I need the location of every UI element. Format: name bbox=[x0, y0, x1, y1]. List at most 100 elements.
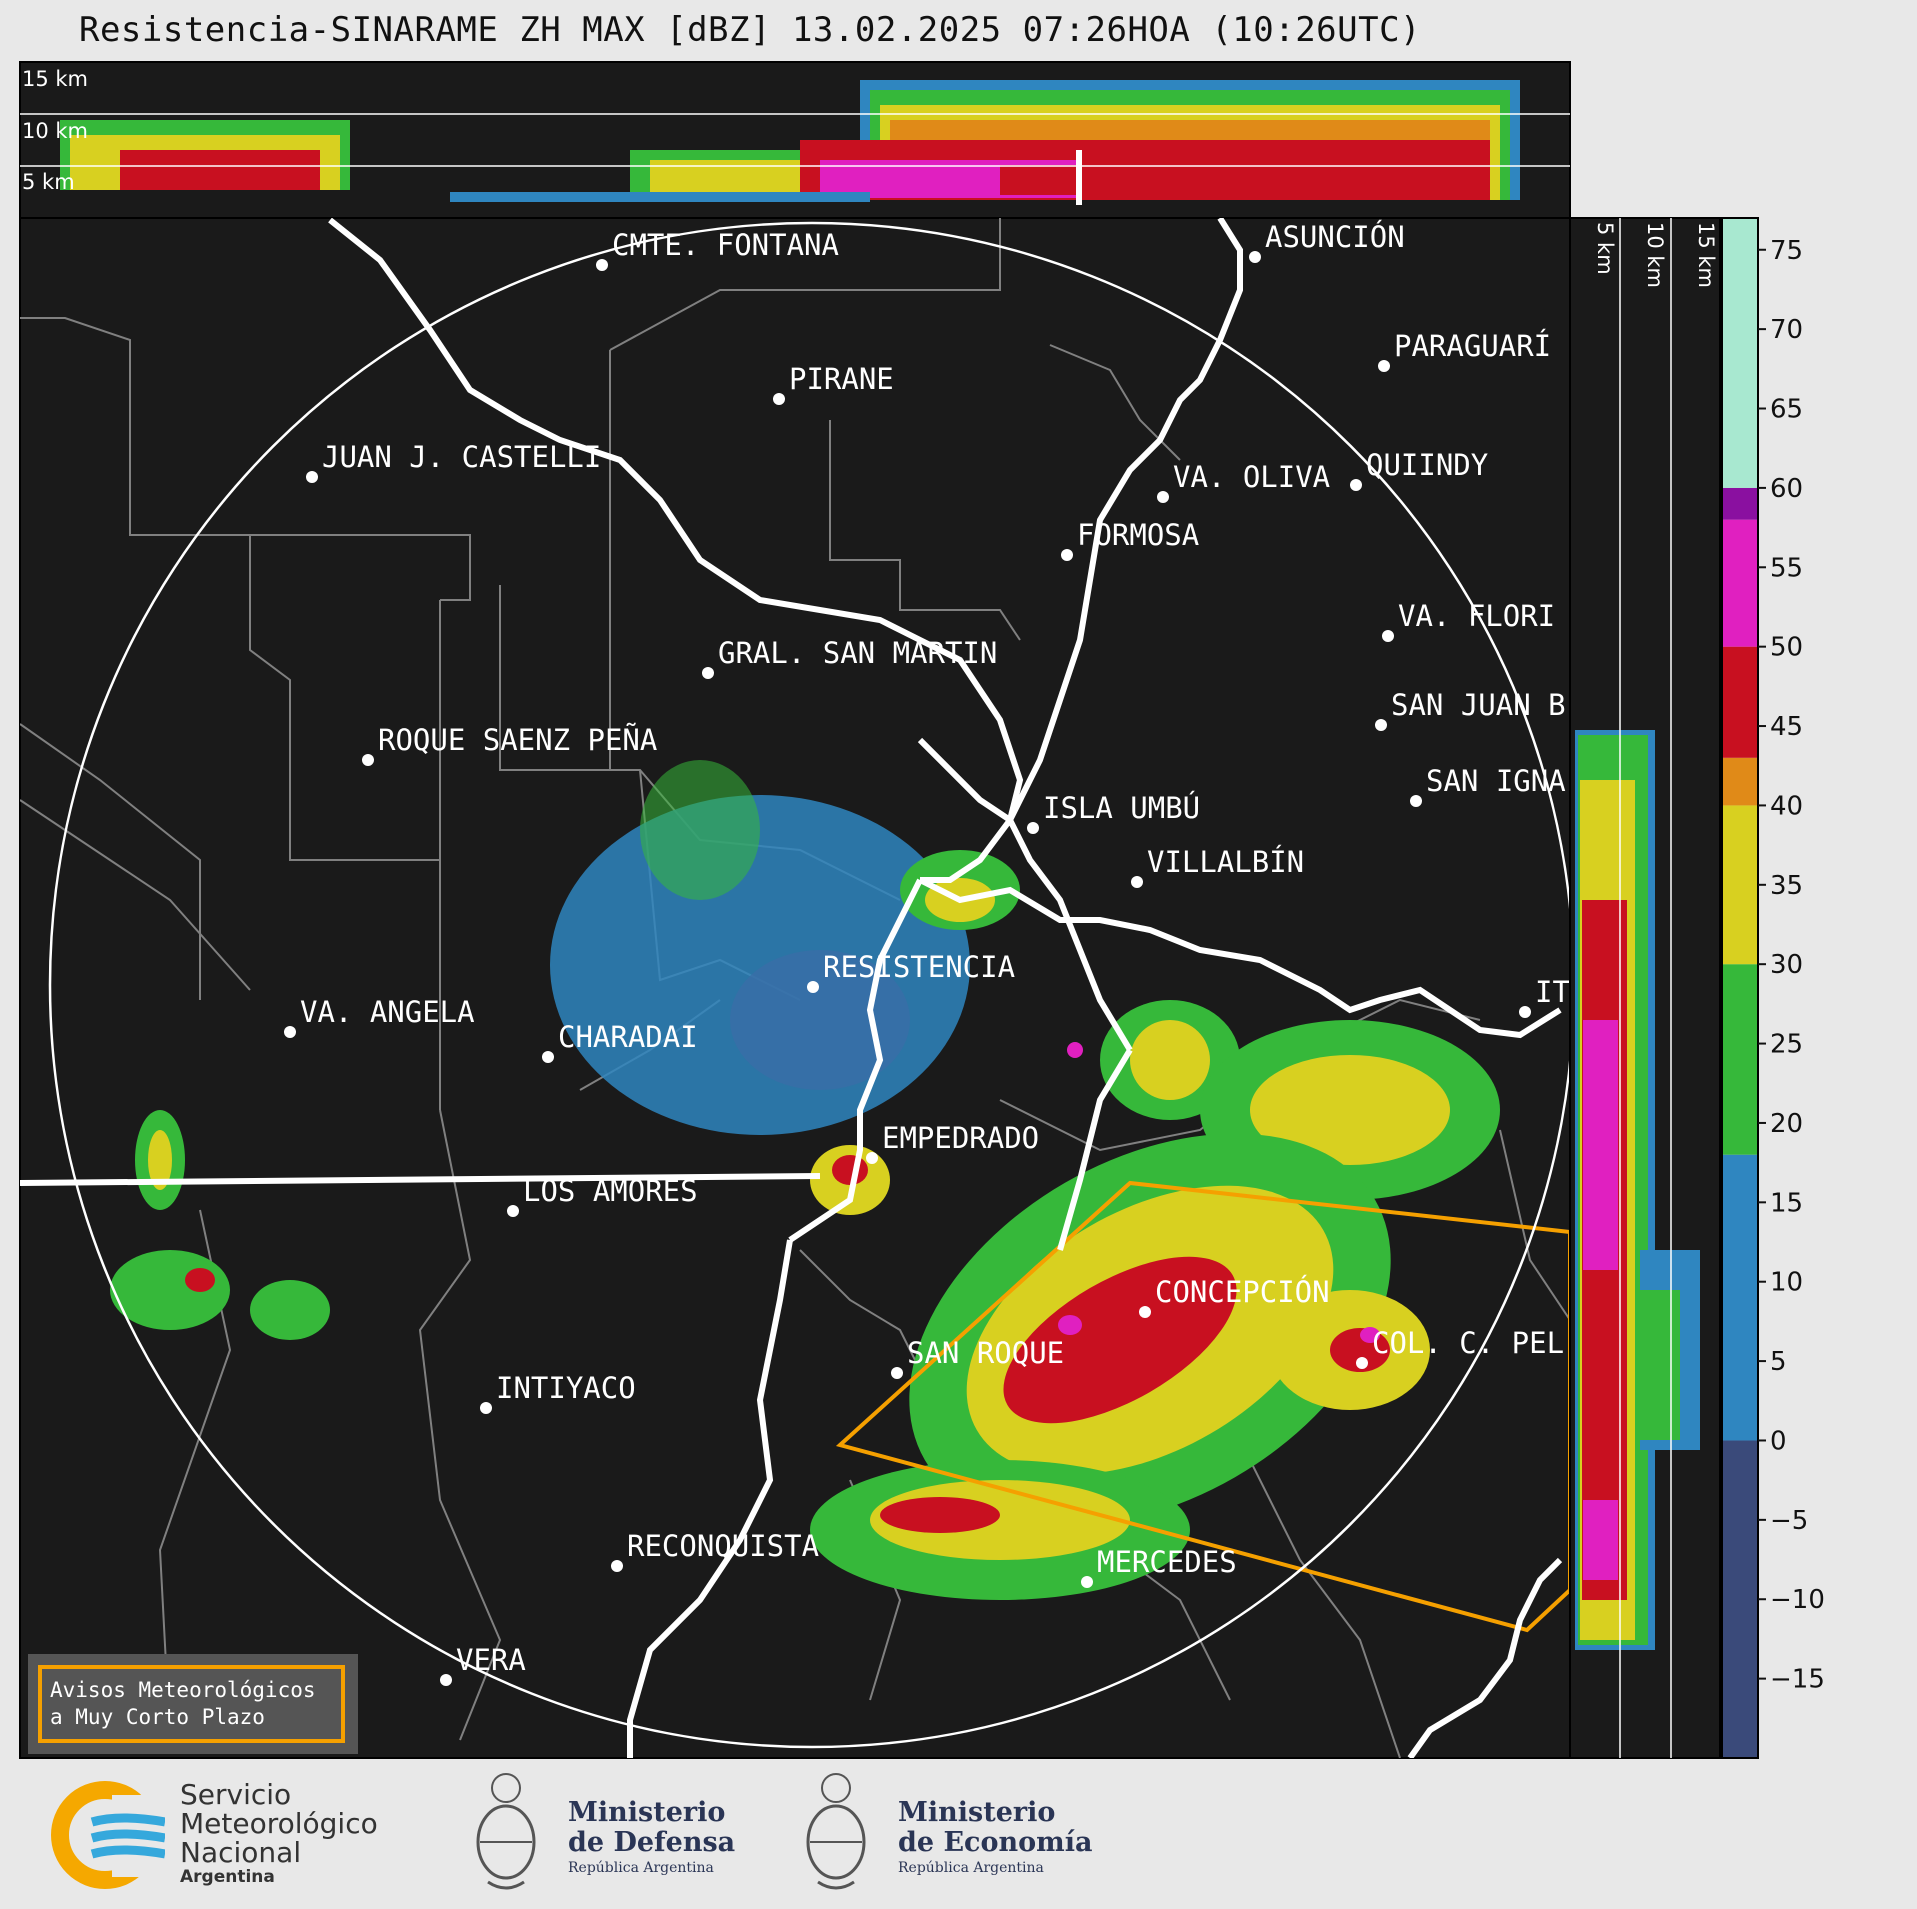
top-height-label-15: 15 km bbox=[22, 67, 88, 91]
city-dot bbox=[866, 1152, 878, 1164]
city-label: SAN ROQUE bbox=[907, 1336, 1064, 1370]
city-label: INTIYACO bbox=[496, 1371, 636, 1405]
city-label: MERCEDES bbox=[1097, 1545, 1237, 1579]
city-label: CMTE. FONTANA bbox=[612, 228, 839, 262]
economia-sub: República Argentina bbox=[898, 1860, 1044, 1876]
colorbar-tick-label: 0 bbox=[1770, 1426, 1787, 1456]
city-dot bbox=[596, 259, 608, 271]
city-label: IT bbox=[1535, 975, 1570, 1009]
colorbar-tick-label: 55 bbox=[1770, 553, 1803, 583]
city-label: CONCEPCIÓN bbox=[1155, 1275, 1330, 1309]
city-label: QUIINDY bbox=[1366, 448, 1488, 482]
city-label: ASUNCIÓN bbox=[1265, 220, 1405, 254]
city-label: RESISTENCIA bbox=[823, 950, 1015, 984]
city-dot bbox=[1249, 251, 1261, 263]
colorbar-tick-label: 45 bbox=[1770, 712, 1803, 742]
smn-logo: Servicio Meteorológico Nacional Argentin… bbox=[50, 1780, 430, 1890]
city-label: ISLA UMBÚ bbox=[1043, 791, 1200, 825]
colorbar-tick-label: 15 bbox=[1770, 1188, 1803, 1218]
colorbar-tick-label: −5 bbox=[1770, 1506, 1808, 1536]
city-dot bbox=[306, 471, 318, 483]
economia-title1: Ministerio bbox=[898, 1797, 1056, 1828]
city-label: FORMOSA bbox=[1077, 518, 1199, 552]
economia-title2: de Economía bbox=[898, 1827, 1093, 1858]
top-height-label-5: 5 km bbox=[22, 170, 75, 194]
city-dot bbox=[1350, 479, 1362, 491]
city-dot bbox=[1081, 1576, 1093, 1588]
city-dot bbox=[1157, 491, 1169, 503]
city-dot bbox=[1131, 876, 1143, 888]
city-label: VA. ANGELA bbox=[300, 995, 475, 1029]
city-dot bbox=[1139, 1306, 1151, 1318]
city-label: COL. C. PEL bbox=[1372, 1326, 1564, 1360]
coat-of-arms-icon bbox=[806, 1773, 866, 1890]
city-dot bbox=[507, 1205, 519, 1217]
city-label: RECONQUISTA bbox=[627, 1529, 819, 1563]
city-label: JUAN J. CASTELLI bbox=[322, 440, 601, 474]
colorbar-segment bbox=[1722, 218, 1758, 488]
city-dot bbox=[891, 1367, 903, 1379]
radar-title: Resistencia-SINARAME ZH MAX [dBZ] 13.02.… bbox=[78, 10, 1422, 50]
colorbar-segment bbox=[1722, 487, 1758, 520]
city-dot bbox=[1356, 1357, 1368, 1369]
colorbar-tick-label: 5 bbox=[1770, 1347, 1787, 1377]
city-label: PIRANE bbox=[789, 362, 894, 396]
warning-polygon bbox=[835, 1180, 1570, 1633]
radar-map: CMTE. FONTANA ASUNCIÓN PARAGUARÍ PIRANE JUAN… bbox=[19, 217, 1571, 1759]
city-label: PARAGUARÍ bbox=[1394, 329, 1551, 363]
smn-line3: Nacional bbox=[180, 1836, 302, 1869]
rivers bbox=[20, 218, 1563, 1758]
radar-echoes bbox=[110, 760, 1500, 1600]
city-dot bbox=[611, 1560, 623, 1572]
city-dot bbox=[1378, 360, 1390, 372]
colorbar-tick-label: −15 bbox=[1770, 1665, 1825, 1695]
colorbar-tick-label: 70 bbox=[1770, 315, 1803, 345]
city-dot bbox=[807, 981, 819, 993]
city-label: LOS AMORES bbox=[523, 1174, 698, 1208]
top-cross-section-echoes bbox=[60, 80, 1520, 205]
city-dot bbox=[362, 754, 374, 766]
city-dot bbox=[542, 1051, 554, 1063]
colorbar-tick-label: 50 bbox=[1770, 633, 1803, 663]
city-label: EMPEDRADO bbox=[882, 1121, 1039, 1155]
smn-emblem-icon bbox=[51, 1781, 167, 1889]
colorbar-segment bbox=[1722, 805, 1758, 965]
colorbar-tick-label: 40 bbox=[1770, 791, 1803, 821]
colorbar-segment bbox=[1722, 519, 1758, 647]
city-label: ROQUE SAENZ PEÑA bbox=[378, 723, 657, 757]
city-dot bbox=[1382, 630, 1394, 642]
city-dot bbox=[702, 667, 714, 679]
top-cross-section-panel: 15 km 10 km 5 km bbox=[19, 61, 1571, 219]
smn-line4: Argentina bbox=[180, 1867, 275, 1887]
city-label: SAN IGNA bbox=[1426, 764, 1566, 798]
colorbar-segment bbox=[1722, 964, 1758, 1155]
city-dot bbox=[284, 1026, 296, 1038]
colorbar-tick-label: 35 bbox=[1770, 871, 1803, 901]
city-label: VERA bbox=[456, 1643, 526, 1677]
city-dot bbox=[480, 1402, 492, 1414]
city-dot bbox=[1410, 795, 1422, 807]
defensa-sub: República Argentina bbox=[568, 1860, 714, 1876]
colorbar-tick-label: 20 bbox=[1770, 1109, 1803, 1139]
city-label: VILLALBÍN bbox=[1147, 845, 1304, 879]
smn-line1: Servicio bbox=[180, 1778, 292, 1811]
colorbar-tick-label: 65 bbox=[1770, 395, 1803, 425]
coat-of-arms-icon bbox=[476, 1773, 536, 1890]
colorbar-tick-label: −10 bbox=[1770, 1585, 1825, 1615]
city-dot bbox=[1027, 822, 1039, 834]
warning-legend-line2: a Muy Corto Plazo bbox=[50, 1705, 265, 1729]
city-markers: CMTE. FONTANA ASUNCIÓN PARAGUARÍ PIRANE JUAN… bbox=[284, 220, 1570, 1686]
city-label: VA. OLIVA bbox=[1173, 460, 1330, 494]
warning-legend-line1: Avisos Meteorológicos bbox=[50, 1678, 316, 1702]
city-dot bbox=[1061, 549, 1073, 561]
city-dot bbox=[1519, 1006, 1531, 1018]
colorbar-tick-label: 30 bbox=[1770, 950, 1803, 980]
side-height-label-5: 5 km bbox=[1593, 222, 1617, 275]
defensa-title2: de Defensa bbox=[568, 1827, 736, 1858]
colorbar-segment bbox=[1722, 646, 1758, 758]
colorbar-segment bbox=[1722, 1440, 1758, 1758]
colorbar-tick-label: 60 bbox=[1770, 474, 1803, 504]
colorbar-tick-label: 10 bbox=[1770, 1268, 1803, 1298]
